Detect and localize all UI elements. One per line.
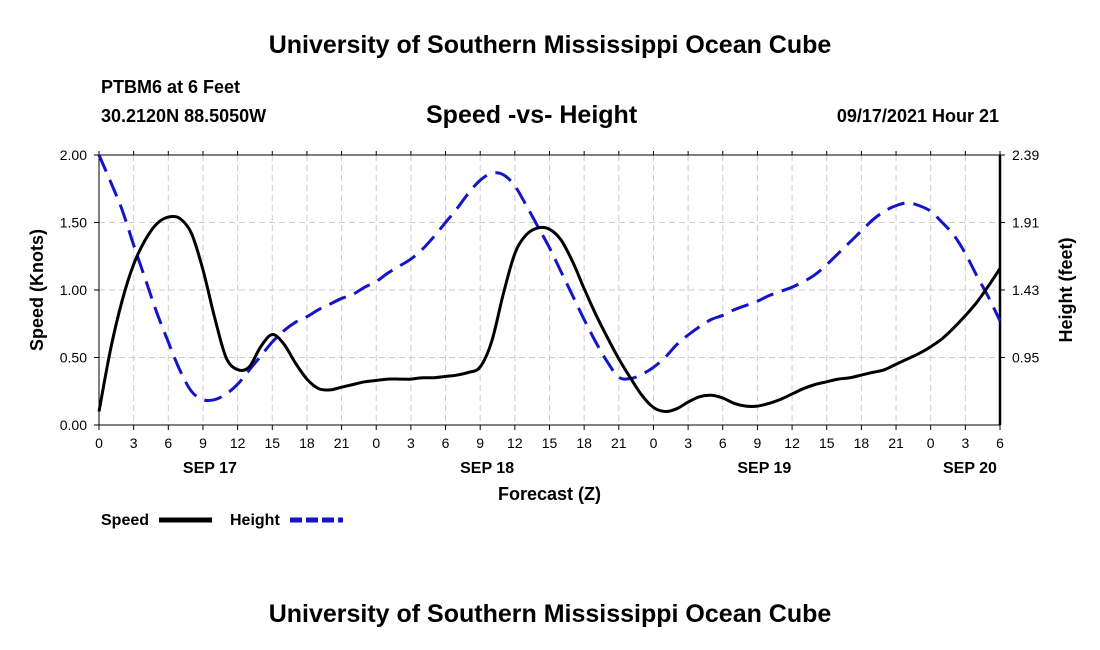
legend-label-height: Height	[230, 512, 280, 529]
x-tick-label: 6	[442, 435, 450, 451]
date-label: SEP 18	[460, 460, 514, 477]
x-tick-label: 3	[684, 435, 692, 451]
station-name: PTBM6 at 6 Feet	[101, 77, 241, 97]
x-tick-label: 6	[719, 435, 727, 451]
y-tick-label: 1.00	[60, 282, 87, 298]
forecast-datetime: 09/17/2021 Hour 21	[836, 106, 999, 126]
page-title: University of Southern Mississippi Ocean…	[268, 31, 832, 59]
y-tick-label: 1.50	[60, 215, 87, 231]
x-tick-label: 0	[650, 435, 658, 451]
x-tick-label: 15	[819, 435, 835, 451]
x-tick-label: 0	[927, 435, 935, 451]
x-tick-label: 6	[996, 435, 1004, 451]
x-tick-label: 0	[372, 435, 380, 451]
x-tick-label: 0	[95, 435, 103, 451]
date-label: SEP 19	[737, 460, 791, 477]
x-tick-label: 9	[476, 435, 484, 451]
x-tick-label: 21	[334, 435, 350, 451]
y-tick-label: 2.00	[60, 147, 87, 163]
station-coordinates: 30.2120N 88.5050W	[101, 106, 267, 126]
x-tick-label: 9	[199, 435, 207, 451]
x-tick-label: 18	[576, 435, 592, 451]
y-right-tick-label: 1.91	[1012, 215, 1039, 231]
x-tick-label: 21	[888, 435, 904, 451]
series-line-speed	[97, 214, 1002, 414]
x-tick-label: 12	[784, 435, 800, 451]
y-right-tick-label: 2.39	[1012, 147, 1039, 163]
y-right-axis-label: Height (feet)	[1056, 238, 1076, 343]
y-axis-label: Speed (Knots)	[27, 229, 47, 351]
date-label: SEP 20	[943, 460, 997, 477]
y-tick-label: 0.00	[60, 417, 87, 433]
legend-label-speed: Speed	[101, 512, 149, 529]
x-tick-label: 12	[230, 435, 246, 451]
x-tick-label: 6	[164, 435, 172, 451]
x-tick-label: 12	[507, 435, 523, 451]
x-tick-label: 21	[611, 435, 627, 451]
x-tick-label: 18	[299, 435, 315, 451]
chart-title: Speed -vs- Height	[426, 101, 638, 129]
x-tick-label: 18	[854, 435, 870, 451]
series-line-height	[97, 154, 1002, 403]
x-tick-label: 15	[542, 435, 558, 451]
date-label: SEP 17	[183, 460, 237, 477]
x-axis-label: Forecast (Z)	[498, 484, 601, 504]
x-tick-label: 3	[130, 435, 138, 451]
x-tick-label: 9	[754, 435, 762, 451]
y-tick-label: 0.50	[60, 350, 87, 366]
y-right-tick-label: 0.95	[1012, 350, 1039, 366]
x-tick-label: 3	[407, 435, 415, 451]
x-tick-label: 15	[264, 435, 280, 451]
x-tick-label: 3	[961, 435, 969, 451]
y-right-tick-label: 1.43	[1012, 282, 1039, 298]
footer-title: University of Southern Mississippi Ocean…	[268, 600, 832, 628]
